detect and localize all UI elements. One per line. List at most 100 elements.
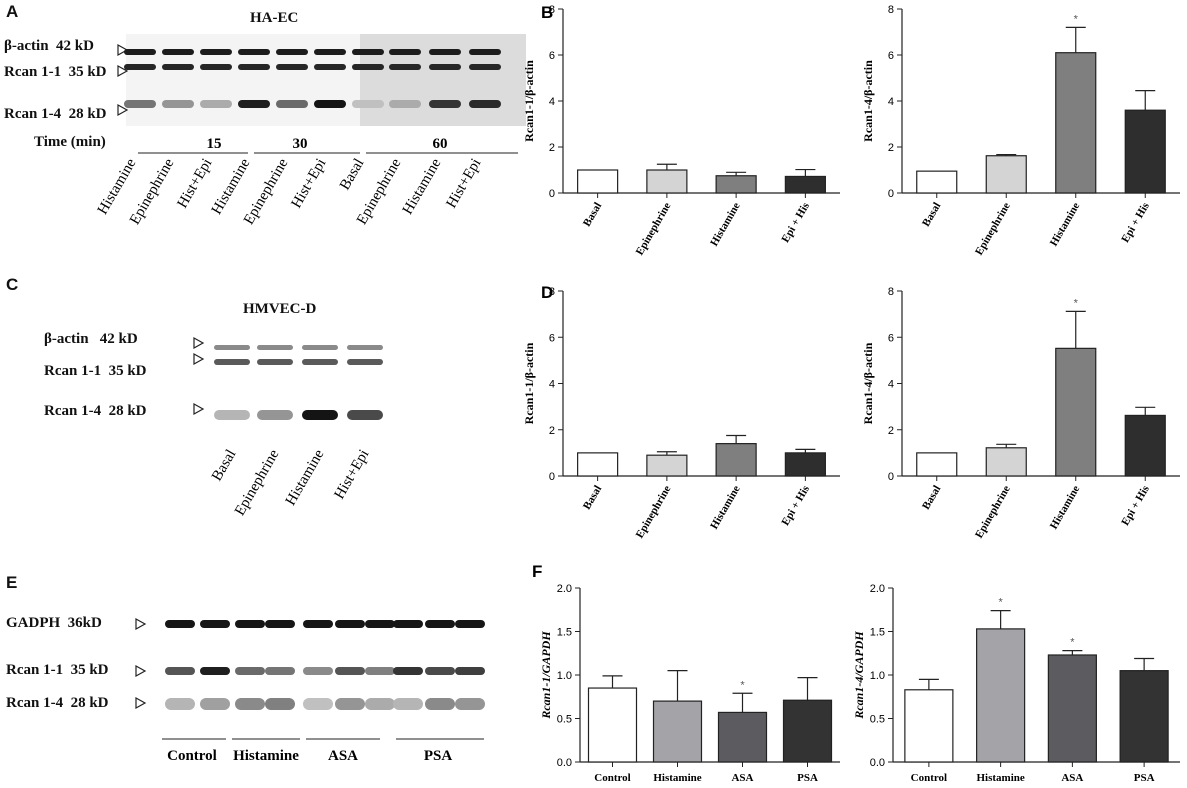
y-tick-label: 8 xyxy=(549,4,555,16)
x-tick-label: Epi + His xyxy=(779,200,812,245)
blot-e-group-label: Histamine xyxy=(233,748,299,764)
blot-e-arrow-rcan11 xyxy=(135,664,147,678)
blot-e-band-gapdh xyxy=(335,620,365,628)
blot-e-band-gapdh xyxy=(365,620,395,628)
bar xyxy=(1047,654,1097,763)
blot-a-band-rcan11 xyxy=(238,64,270,70)
blot-a-lane-label: Hist+Epi xyxy=(288,156,329,211)
chart-b2: 0 2 4 6 8 Rcan1-4/β-actin Basal Epinephrine * His… xyxy=(861,4,1180,257)
x-tick-label: Basal xyxy=(920,484,943,512)
bar xyxy=(1124,109,1166,194)
significance-star: * xyxy=(1074,13,1079,25)
y-tick-label: 6 xyxy=(888,50,894,62)
blot-a-row-label-rcan14: Rcan 1-4 28 kD xyxy=(4,106,107,122)
blot-e-band-rcan14 xyxy=(335,698,365,710)
blot-a-band-rcan14 xyxy=(124,100,156,108)
blot-a-lane-label: Basal xyxy=(337,156,368,193)
blot-a-arrow-rcan14 xyxy=(117,103,129,117)
bar xyxy=(784,452,826,477)
blot-a-band-rcan11 xyxy=(389,64,421,70)
y-tick-label: 4 xyxy=(549,96,555,108)
blot-a-band-rcan14 xyxy=(162,100,194,108)
x-tick-label: Epi + His xyxy=(1119,200,1152,245)
blot-e-row-label-rcan11: Rcan 1-1 35 kD xyxy=(6,662,109,678)
blot-a-band-actin xyxy=(314,49,346,55)
blot-a-lane-label: Histamine xyxy=(400,156,445,218)
blot-e-band-gapdh xyxy=(200,620,230,628)
blot-a-band-actin xyxy=(469,49,501,55)
panel-e-blot: GADPH 36kD Rcan 1-1 35 kD Rcan 1-4 28 kD… xyxy=(0,565,530,788)
blot-a-band-rcan14 xyxy=(352,100,384,108)
y-tick-label: 2.0 xyxy=(870,583,885,595)
blot-e-band-gapdh xyxy=(165,620,195,628)
blot-c-band-rcan11 xyxy=(214,359,250,365)
blot-c-lane-label: Epinephrine xyxy=(232,447,283,519)
y-tick-label: 1.0 xyxy=(870,670,885,682)
blot-e-band-rcan11 xyxy=(393,667,423,675)
significance-star: * xyxy=(1070,637,1075,649)
y-tick-label: 0.0 xyxy=(870,757,885,769)
y-tick-label: 2 xyxy=(549,142,555,154)
y-tick-label: 0.5 xyxy=(870,714,885,726)
x-tick-label: PSA xyxy=(797,772,818,784)
blot-a-time-group-label: 60 xyxy=(433,136,448,152)
blot-c-row-label-rcan11: Rcan 1-1 35 kD xyxy=(44,363,147,379)
y-axis-label: Rcan1-4/β-actin xyxy=(861,60,875,142)
x-tick-label: Histamine xyxy=(653,772,701,784)
blot-a-time-group-label: 30 xyxy=(293,136,308,152)
blot-c-band-rcan14 xyxy=(302,410,338,420)
blot-e-band-rcan11 xyxy=(365,667,395,675)
blot-e-band-rcan11 xyxy=(265,667,295,675)
bar xyxy=(782,699,833,763)
blot-e-band-rcan11 xyxy=(303,667,333,675)
y-tick-label: 4 xyxy=(888,96,894,108)
bar xyxy=(577,452,619,477)
blot-a-membrane-left xyxy=(126,34,362,126)
blot-c-arrow-rcan11 xyxy=(193,352,205,366)
bar xyxy=(985,155,1027,194)
blot-a-band-actin xyxy=(238,49,270,55)
blot-c-arrow-actin xyxy=(193,336,205,350)
panel-c-title: HMVEC-D xyxy=(243,301,317,317)
x-tick-label: PSA xyxy=(1134,772,1155,784)
blot-a-band-rcan14 xyxy=(314,100,346,108)
blot-a-band-rcan11 xyxy=(276,64,308,70)
blot-a-band-rcan11 xyxy=(124,64,156,70)
blot-c-lane-label: Hist+Epi xyxy=(331,447,372,502)
x-tick-label: Epi + His xyxy=(779,483,812,528)
panel-letter: B xyxy=(541,3,553,22)
bar xyxy=(646,169,688,194)
bar xyxy=(1055,347,1097,477)
blot-e-band-rcan14 xyxy=(200,698,230,710)
blot-c-band-rcan14 xyxy=(257,410,293,420)
y-tick-label: 1.5 xyxy=(557,627,572,639)
blot-a-band-rcan11 xyxy=(469,64,501,70)
blot-a-band-rcan11 xyxy=(162,64,194,70)
x-tick-label: Histamine xyxy=(1048,200,1083,248)
blot-e-arrow-rcan14 xyxy=(135,696,147,710)
bar xyxy=(652,700,703,763)
y-tick-label: 8 xyxy=(549,286,555,298)
blot-e-band-rcan14 xyxy=(265,698,295,710)
y-tick-label: 2 xyxy=(888,142,894,154)
panel-letter: F xyxy=(532,562,542,581)
blot-c-lane-label: Basal xyxy=(209,447,240,484)
blot-e-band-gapdh xyxy=(303,620,333,628)
x-tick-label: Epinephrine xyxy=(634,200,674,257)
y-tick-label: 6 xyxy=(549,332,555,344)
bar xyxy=(976,628,1026,763)
chart-f1: F 0.0 0.5 1.0 1.5 2.0 Rcan1-1/GAPDH Control Hist… xyxy=(532,562,840,784)
bar xyxy=(577,169,619,194)
blot-a-image: 15 30 60HistamineEpinephrineHist+EpiHistam… xyxy=(95,34,526,227)
blot-a-band-actin xyxy=(276,49,308,55)
blot-e-band-rcan11 xyxy=(235,667,265,675)
blot-c-band-actin xyxy=(347,345,383,350)
y-tick-label: 8 xyxy=(888,4,894,16)
blot-c-arrow-rcan14 xyxy=(193,402,205,416)
blot-a-lane-label: Hist+Epi xyxy=(174,156,215,211)
blot-a-band-rcan14 xyxy=(276,100,308,108)
bar xyxy=(646,454,688,477)
blot-c-row-label-rcan14: Rcan 1-4 28 kD xyxy=(44,403,147,419)
